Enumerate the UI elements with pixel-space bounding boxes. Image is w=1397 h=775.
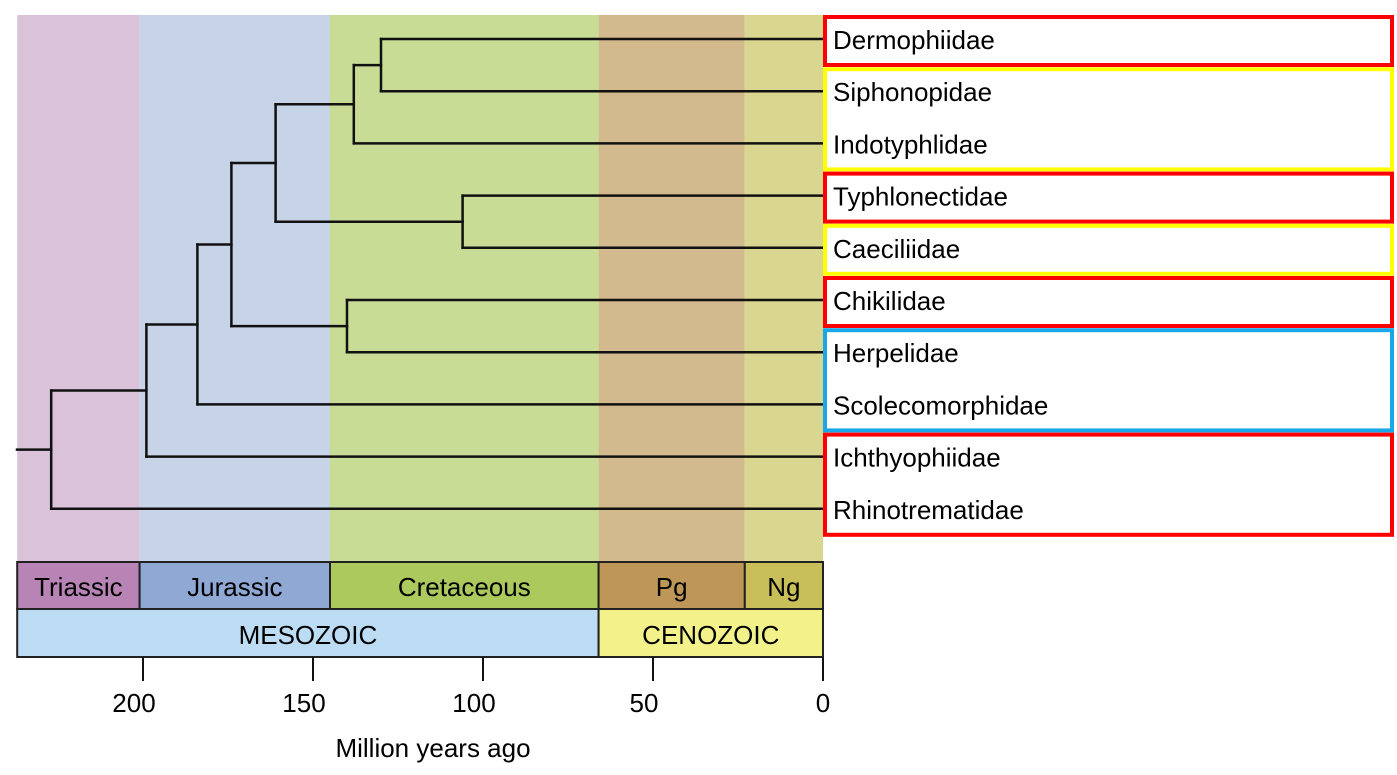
group-box bbox=[823, 223, 1394, 276]
era-label: CENOZOIC bbox=[642, 620, 779, 650]
axis-tick-label: 50 bbox=[630, 688, 659, 718]
taxon-label: Dermophiidae bbox=[833, 25, 995, 55]
phylogenetic-tree bbox=[15, 37, 825, 511]
group-box bbox=[823, 328, 1394, 433]
axis-title: Million years ago bbox=[335, 733, 530, 763]
taxon-label: Rhinotrematidae bbox=[833, 495, 1024, 525]
band-ng bbox=[744, 15, 823, 562]
axis-tick-label: 150 bbox=[282, 688, 325, 718]
axis-tick-label: 0 bbox=[816, 688, 830, 718]
period-background-bands bbox=[17, 15, 823, 562]
taxon-label: Chikilidae bbox=[833, 286, 946, 316]
period-triassic bbox=[16, 561, 141, 610]
taxon-label: Typhlonectidae bbox=[833, 182, 1008, 212]
geologic-timescale: Triassic Jurassic Cretaceous Pg Ng MESOZOIC CE… bbox=[16, 561, 824, 658]
group-box bbox=[823, 432, 1394, 537]
band-cretaceous bbox=[330, 15, 599, 562]
taxon-label: Caeciliidae bbox=[833, 234, 960, 264]
band-pg bbox=[598, 15, 745, 562]
period-label: Jurassic bbox=[187, 572, 282, 602]
period-label: Triassic bbox=[34, 572, 123, 602]
period-label: Cretaceous bbox=[398, 572, 531, 602]
group-box bbox=[823, 276, 1394, 328]
group-box bbox=[823, 15, 1394, 67]
group-box bbox=[823, 171, 1394, 224]
era-label: MESOZOIC bbox=[239, 620, 378, 650]
period-label: Ng bbox=[767, 572, 800, 602]
group-box bbox=[823, 67, 1394, 172]
axis-tick-label: 200 bbox=[112, 688, 155, 718]
taxon-label: Scolecomorphidae bbox=[833, 390, 1048, 420]
axis-tick-label: 100 bbox=[452, 688, 495, 718]
taxon-label: Indotyphlidae bbox=[833, 129, 988, 159]
taxon-label: Herpelidae bbox=[833, 338, 959, 368]
era-mesozoic bbox=[16, 608, 600, 658]
era-cenozoic bbox=[597, 608, 824, 658]
time-axis: Million years ago 200 150 100 50 0 bbox=[112, 657, 830, 763]
taxon-label: Siphonopidae bbox=[833, 77, 992, 107]
band-triassic bbox=[17, 15, 140, 562]
taxon-label: Ichthyophiidae bbox=[833, 443, 1001, 473]
band-jurassic bbox=[139, 15, 330, 562]
period-label: Pg bbox=[656, 572, 688, 602]
taxon-labels: Dermophiidae Siphonopidae Indotyphlidae Typ… bbox=[823, 15, 1394, 537]
